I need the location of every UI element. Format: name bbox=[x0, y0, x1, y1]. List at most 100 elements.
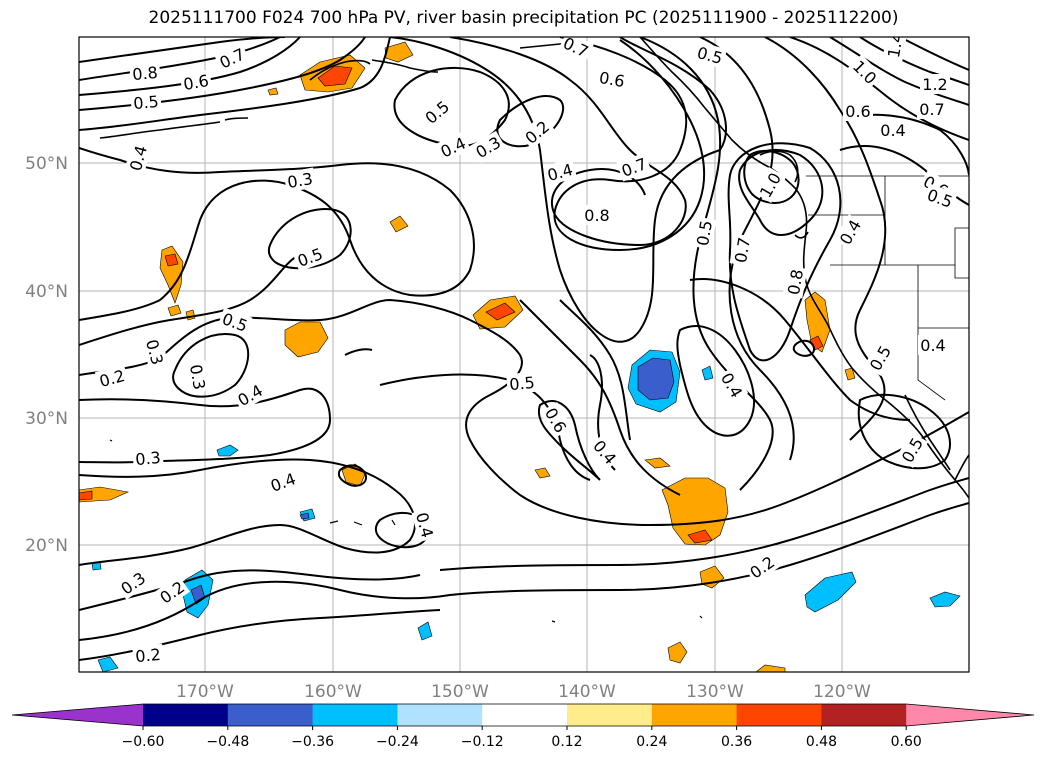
lon-label-150w: 150°W bbox=[431, 682, 489, 702]
map-border bbox=[78, 36, 970, 673]
lat-label-40n: 40°N bbox=[25, 282, 68, 302]
pv-contour-label: 0.3 bbox=[286, 169, 314, 192]
colorbar-tick-label: −0.48 bbox=[206, 734, 249, 750]
pv-contour-label: 0.7 bbox=[731, 236, 754, 264]
colorbar-extend-right bbox=[906, 704, 1034, 726]
colorbar-tick-label: −0.60 bbox=[122, 734, 165, 750]
colorbar-extend-left bbox=[12, 704, 143, 726]
contour-label-bg bbox=[595, 66, 629, 92]
contour-label-bg bbox=[129, 61, 161, 85]
contour-label-bg bbox=[153, 575, 191, 609]
contour-label-bg bbox=[882, 37, 908, 62]
colorbar-segment bbox=[143, 704, 229, 726]
pv-contour-label: 0.6 bbox=[182, 71, 210, 94]
pv-contour-label: 0.7 bbox=[919, 100, 944, 119]
lon-label-120w: 120°W bbox=[813, 682, 871, 702]
contour-label-bg bbox=[616, 152, 652, 182]
contour-label-bg bbox=[232, 378, 268, 412]
colorbar-segment bbox=[227, 704, 314, 726]
contour-label-bg bbox=[539, 402, 573, 438]
colorbar-tick-label: −0.12 bbox=[461, 734, 504, 750]
islands bbox=[109, 439, 703, 623]
contour-label-bg bbox=[214, 42, 250, 74]
pv-contour-label: 0.4 bbox=[920, 336, 945, 355]
colorbar-segment bbox=[397, 704, 483, 726]
colorbar-segment bbox=[312, 704, 398, 726]
colorbar-segment bbox=[567, 704, 653, 726]
contour-label-bg bbox=[863, 340, 897, 376]
lat-label-20n: 20°N bbox=[25, 536, 68, 556]
precipitation-shading bbox=[79, 41, 961, 672]
map-title: 2025111700 F024 700 hPa PV, river basin … bbox=[148, 8, 899, 28]
contour-label-bg bbox=[124, 140, 152, 176]
contour-label-bg bbox=[506, 371, 538, 395]
contour-label-bg bbox=[920, 74, 950, 94]
contour-label-bg bbox=[843, 101, 873, 121]
contour-label-bg bbox=[715, 367, 749, 403]
pv-contour-label: 0.4 bbox=[880, 121, 905, 140]
pv-contour-label: 0.8 bbox=[584, 206, 609, 225]
colorbar-segment bbox=[821, 704, 907, 726]
pv-contour-label: 0.2 bbox=[135, 645, 162, 666]
contour-label-bg bbox=[141, 334, 169, 370]
contour-label-bg bbox=[185, 360, 211, 394]
pv-contour-label: 0.6 bbox=[845, 102, 870, 121]
contour-label-bg bbox=[114, 566, 152, 600]
colorbar: −0.60 −0.48 −0.36 −0.24 −0.12 0.12 0.24 0.36 0.4… bbox=[11, 703, 1035, 750]
contour-label-bg bbox=[782, 265, 808, 299]
pv-contour-label: 0.5 bbox=[509, 373, 536, 394]
pv-contour-label: 0.5 bbox=[133, 92, 160, 113]
pv-contour-label: 1.4 bbox=[884, 31, 907, 59]
contour-label-bg bbox=[878, 120, 908, 140]
contour-label-bg bbox=[922, 183, 958, 213]
contour-label-bg bbox=[847, 54, 883, 90]
lat-label-50n: 50°N bbox=[25, 154, 68, 174]
contour-label-bg bbox=[918, 335, 948, 355]
colorbar-tick-label: 0.48 bbox=[806, 734, 837, 750]
contour-label-bg bbox=[132, 643, 164, 667]
pv-contour-label: 0.5 bbox=[693, 219, 716, 247]
contour-label-bg bbox=[917, 99, 947, 119]
contour-label-bg bbox=[833, 214, 867, 250]
contour-label-bg bbox=[292, 242, 328, 272]
colorbar-tick-label: 0.24 bbox=[636, 734, 667, 750]
pv-contour-label: 0.6 bbox=[598, 68, 626, 91]
pv-contour-label: 0.8 bbox=[784, 268, 807, 296]
contour-label-bg bbox=[217, 307, 253, 337]
colorbar-segment bbox=[482, 704, 568, 726]
colorbar-tick-label: −0.24 bbox=[376, 734, 419, 750]
contour-label-bg bbox=[265, 467, 301, 497]
contour-label-bg bbox=[411, 507, 439, 543]
lon-label-170w: 170°W bbox=[176, 682, 234, 702]
contour-label-bg bbox=[692, 41, 728, 69]
contour-label-bg bbox=[895, 432, 929, 468]
contour-label-bg bbox=[470, 130, 506, 164]
lat-label-30n: 30°N bbox=[25, 409, 68, 429]
contour-label-bg bbox=[283, 167, 317, 193]
pv-contour-label: 0.8 bbox=[132, 63, 159, 84]
colorbar-tick-label: −0.36 bbox=[291, 734, 334, 750]
pv-contour-label: 1.2 bbox=[922, 75, 947, 94]
lon-label-160w: 160°W bbox=[304, 682, 362, 702]
contour-label-bg bbox=[130, 90, 162, 114]
contour-label-bg bbox=[435, 131, 471, 163]
contour-label-bg bbox=[179, 69, 213, 95]
contour-label-bg bbox=[729, 233, 755, 267]
contour-label-bg bbox=[519, 114, 555, 150]
political-boundaries bbox=[806, 175, 969, 401]
contour-label-bg bbox=[587, 434, 623, 470]
colorbar-tick-label: 0.60 bbox=[891, 734, 922, 750]
contour-label-bg bbox=[132, 446, 164, 470]
contour-label-bg bbox=[743, 550, 781, 584]
contour-label-bg bbox=[542, 158, 578, 186]
contour-label-bg bbox=[691, 216, 717, 250]
colorbar-segment bbox=[651, 704, 738, 726]
colorbar-segment bbox=[736, 704, 822, 726]
lon-label-130w: 130°W bbox=[686, 682, 744, 702]
contour-label-bg bbox=[558, 37, 594, 63]
coastlines bbox=[99, 37, 969, 499]
colorbar-tick-label: 0.12 bbox=[551, 734, 582, 750]
contour-label-bg bbox=[94, 364, 130, 392]
contour-label-bg bbox=[753, 167, 787, 203]
